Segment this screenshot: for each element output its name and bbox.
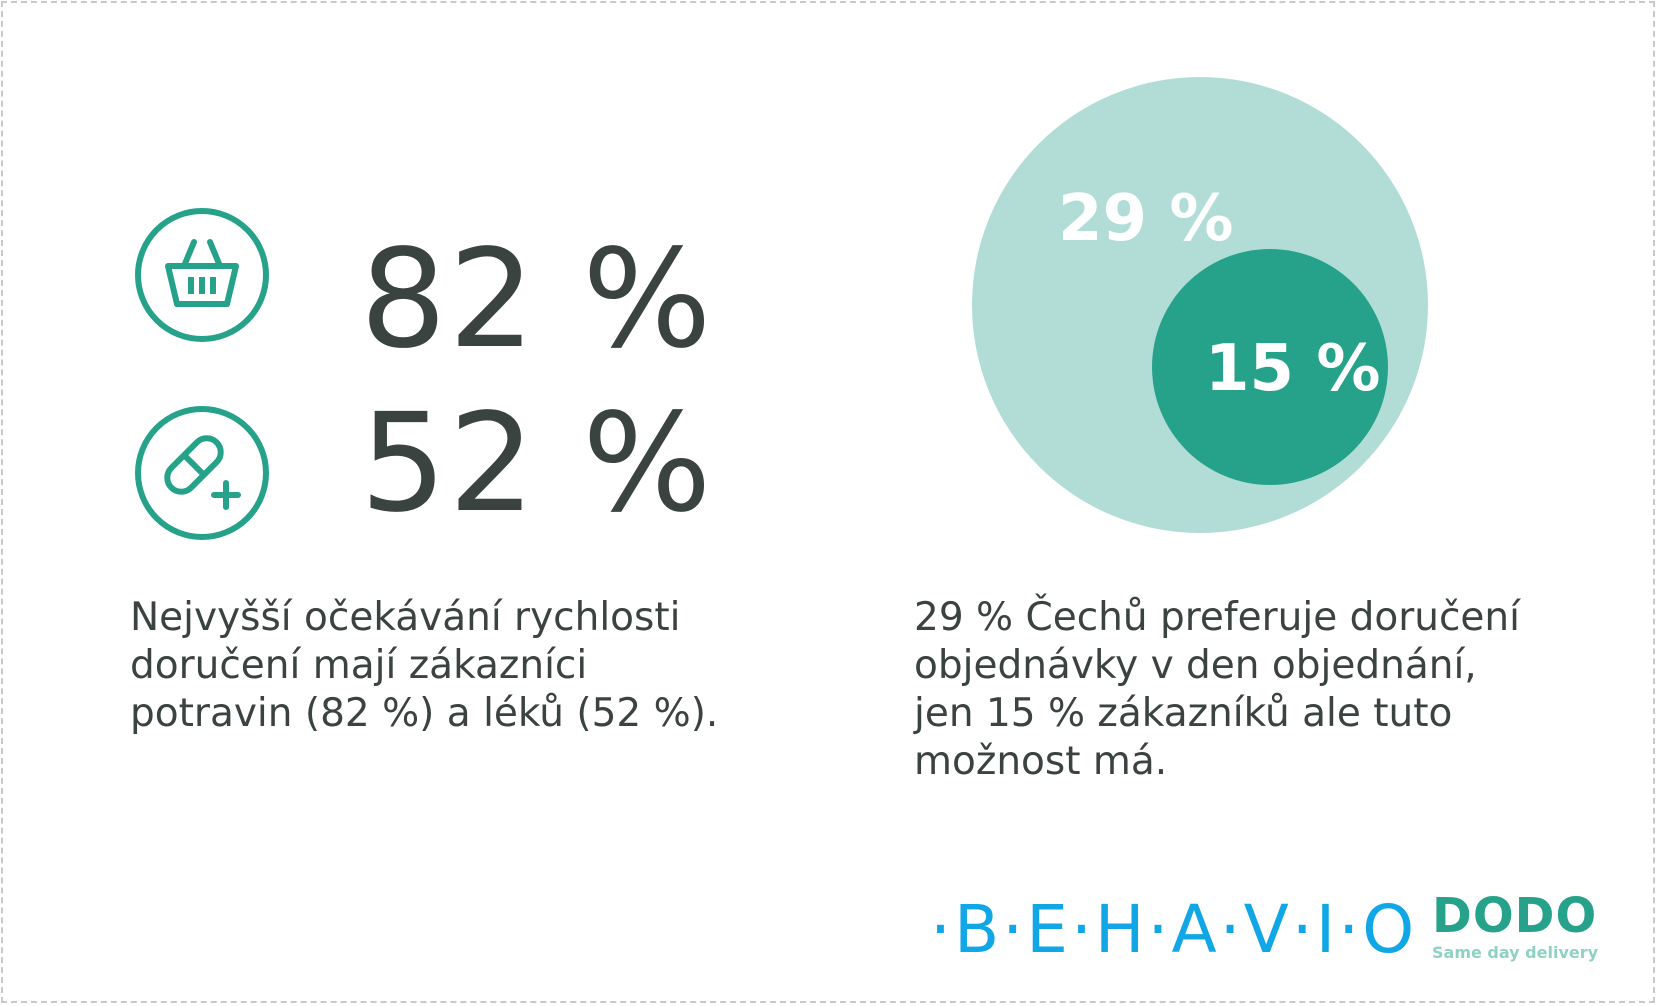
dodo-wordmark: DODO [1432,888,1598,944]
shopping-basket-icon [132,205,272,345]
inner-circle [1152,249,1388,485]
left-caption: Nejvyšší očekávání rychlosti doručení ma… [130,594,718,738]
dodo-tagline: Same day delivery [1432,943,1599,962]
left-caption-line: doručení mají zákazníci [130,643,588,688]
dodo-logo: DODO Same day delivery [1432,890,1604,962]
right-caption: 29 % Čechů preferuje doručení objednávky… [914,594,1520,786]
left-caption-line: potravin (82 %) a léků (52 %). [130,691,719,736]
right-caption-line: 29 % Čechů preferuje doručení [914,595,1520,640]
outer-circle-label: 29 % [1058,182,1234,256]
right-caption-line: jen 15 % zákazníků ale tuto [914,691,1453,736]
inner-circle-label: 15 % [1205,332,1381,406]
nested-circle-diagram: 29 % 15 % [970,75,1430,535]
behavio-wordmark: ·B·E·H·A·V·I·O [930,891,1418,968]
pill-plus-icon [132,403,272,543]
medicines-stat: 52 % [360,385,714,543]
groceries-stat: 82 % [360,221,714,379]
left-caption-line: Nejvyšší očekávání rychlosti [130,595,681,640]
behavio-logo: ·B·E·H·A·V·I·O [930,895,1414,965]
right-caption-line: možnost má. [914,739,1168,784]
right-caption-line: objednávky v den objednání, [914,643,1477,688]
